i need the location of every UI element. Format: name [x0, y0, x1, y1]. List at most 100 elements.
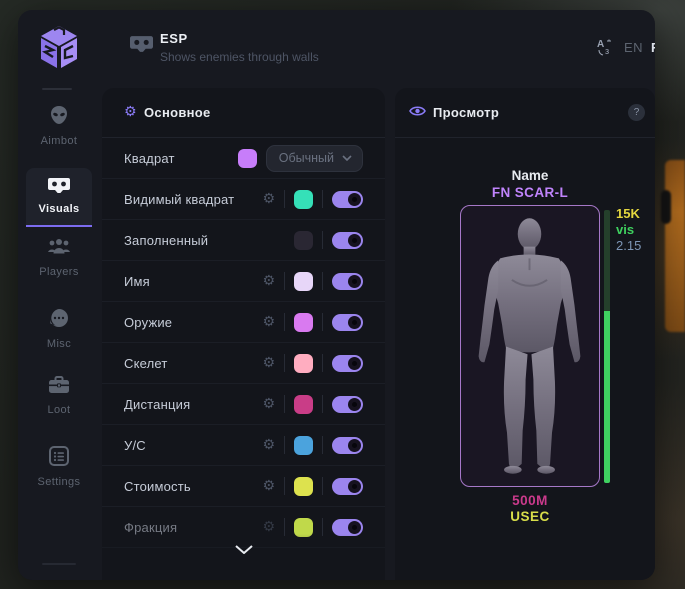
sidebar-item-label: Visuals — [38, 203, 80, 215]
section-title: Основное — [144, 105, 211, 120]
gear-icon[interactable]: ⚙ — [262, 314, 275, 330]
toggle-switch[interactable] — [332, 231, 363, 249]
dropdown-value: Обычный — [278, 151, 334, 165]
sidebar-item-label: Misc — [46, 338, 72, 350]
esp-info-labels: 15K vis 2.15 — [616, 206, 641, 254]
toggle-switch[interactable] — [332, 518, 363, 536]
gear-icon[interactable]: ⚙ — [262, 478, 275, 494]
message-dots-icon — [50, 309, 68, 327]
setting-row-kd: У/С ⚙ — [102, 425, 385, 466]
scroll-down-chevron-icon[interactable] — [234, 545, 253, 554]
health-bar — [604, 210, 610, 483]
gear-icon[interactable]: ⚙ — [262, 355, 275, 371]
svg-text:з: з — [605, 46, 609, 56]
health-bar-lit-segment — [604, 311, 610, 483]
chevron-down-icon — [342, 155, 352, 161]
sidebar-item-aimbot[interactable]: Aimbot — [18, 105, 100, 149]
lang-en-button[interactable]: EN — [624, 40, 644, 55]
sidebar-item-misc[interactable]: Misc — [18, 308, 100, 352]
goggles-icon — [130, 36, 153, 52]
gear-icon[interactable]: ⚙ — [262, 396, 275, 412]
sidebar-divider — [42, 88, 72, 90]
page-subtitle: Shows enemies through walls — [160, 50, 319, 64]
toggle-switch[interactable] — [332, 272, 363, 290]
gear-icon[interactable]: ⚙ — [262, 191, 275, 207]
esp-visibility-label: vis — [616, 222, 635, 237]
sidebar-item-label: Aimbot — [40, 135, 78, 147]
sidebar-item-label: Players — [39, 266, 79, 278]
setting-label: У/С — [124, 437, 146, 453]
briefcase-icon — [49, 376, 69, 393]
toggle-switch[interactable] — [332, 354, 363, 372]
sidebar-item-label: Loot — [47, 404, 71, 416]
sidebar-item-visuals[interactable]: Visuals — [26, 168, 92, 227]
toggle-switch[interactable] — [332, 477, 363, 495]
player-model — [478, 218, 581, 474]
section-header: Просмотр ? — [395, 88, 655, 138]
alien-icon — [51, 106, 67, 124]
setting-label: Имя — [124, 273, 150, 289]
app-window: Aimbot Visuals Players — [18, 10, 655, 580]
page-title: ESP — [160, 31, 188, 46]
settings-panel: ⚙ Основное Квадрат Обычный Видимы — [102, 88, 385, 580]
esp-money-label: 500M — [512, 493, 548, 508]
setting-row-distance: Дистанция ⚙ — [102, 384, 385, 425]
toggle-switch[interactable] — [332, 190, 363, 208]
setting-row-square: Квадрат Обычный — [102, 138, 385, 179]
color-swatch[interactable] — [294, 230, 313, 250]
divider — [395, 137, 655, 138]
setting-label: Дистанция — [124, 396, 191, 412]
help-button[interactable]: ? — [628, 104, 645, 121]
preview-weapon-name: FN SCAR-L — [491, 185, 569, 200]
setting-label: Оружие — [124, 314, 173, 330]
toggle-switch[interactable] — [332, 395, 363, 413]
sidebar-item-players[interactable]: Players — [18, 238, 100, 280]
sidebar-item-settings[interactable]: Settings — [18, 446, 100, 490]
setting-row-skeleton: Скелет ⚙ — [102, 343, 385, 384]
people-icon — [48, 239, 70, 254]
setting-label: Квадрат — [124, 150, 175, 166]
preview-panel: Просмотр ? Name FN SCAR-L — [395, 88, 655, 580]
sidebar-item-label: Settings — [37, 476, 81, 488]
esp-price-label: 15K — [616, 206, 640, 221]
section-title: Просмотр — [433, 105, 500, 120]
esp-distance-label: 2.15 — [616, 238, 642, 253]
setting-label: Стоимость — [124, 478, 191, 494]
setting-row-filled: Заполненный — [102, 220, 385, 261]
color-swatch[interactable] — [294, 394, 313, 414]
sidebar-divider — [42, 563, 76, 565]
app-logo-icon — [18, 24, 100, 77]
gear-icon[interactable]: ⚙ — [262, 519, 275, 535]
eye-icon — [409, 106, 426, 116]
setting-label: Видимый квадрат — [124, 191, 235, 207]
setting-row-value: Стоимость ⚙ — [102, 466, 385, 507]
list-icon — [49, 446, 69, 466]
color-swatch[interactable] — [294, 353, 313, 373]
toggle-switch[interactable] — [332, 436, 363, 454]
sidebar-item-loot[interactable]: Loot — [18, 376, 100, 418]
sidebar: Aimbot Visuals Players — [18, 10, 100, 580]
gear-icon: ⚙ — [124, 104, 137, 120]
setting-row-name: Имя ⚙ — [102, 261, 385, 302]
setting-row-visible-square: Видимый квадрат ⚙ — [102, 179, 385, 220]
setting-label: Заполненный — [124, 232, 209, 248]
square-type-dropdown[interactable]: Обычный — [265, 144, 363, 172]
color-swatch[interactable] — [294, 189, 313, 209]
health-bar-dim-segment — [604, 210, 610, 311]
toggle-switch[interactable] — [332, 313, 363, 331]
color-swatch[interactable] — [294, 312, 313, 332]
preview-name-label: Name — [511, 168, 549, 183]
esp-faction-label: USEC — [510, 509, 550, 524]
gear-icon[interactable]: ⚙ — [262, 273, 275, 289]
color-swatch[interactable] — [237, 148, 257, 168]
background-object — [661, 160, 685, 332]
gear-icon[interactable]: ⚙ — [262, 437, 275, 453]
color-swatch[interactable] — [294, 476, 313, 496]
color-swatch[interactable] — [294, 435, 313, 455]
setting-label: Фракция — [124, 519, 178, 535]
color-swatch[interactable] — [294, 517, 313, 537]
lang-ru-button[interactable]: RU — [651, 40, 655, 55]
color-swatch[interactable] — [294, 271, 313, 291]
translate-icon[interactable]: A з — [595, 37, 615, 57]
